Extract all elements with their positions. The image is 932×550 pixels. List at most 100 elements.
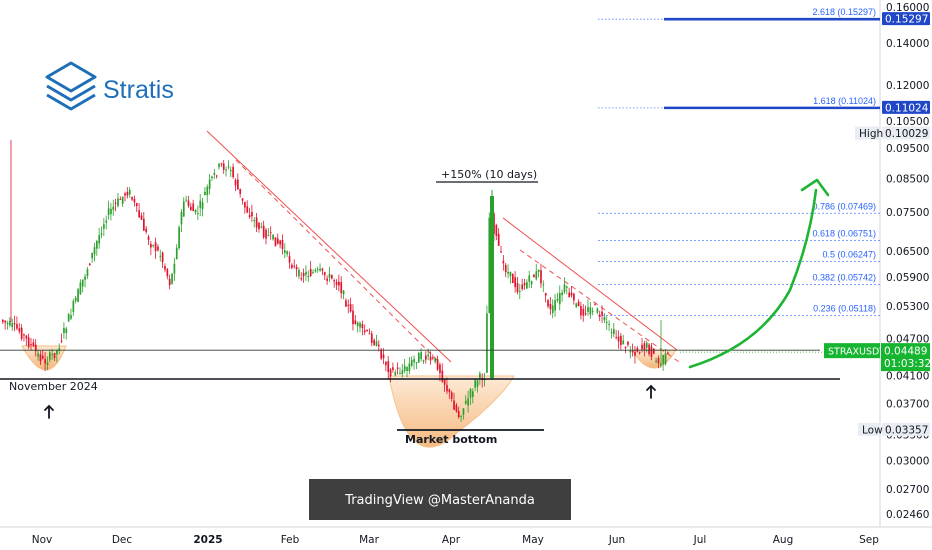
candle-body: [638, 352, 641, 354]
candle: [347, 299, 350, 314]
candle: [18, 322, 21, 334]
candle-body: [201, 202, 204, 210]
candle-body: [629, 350, 632, 353]
candle: [110, 202, 112, 221]
candle: [84, 273, 86, 288]
candle-body: [248, 215, 251, 217]
candle-body: [41, 355, 44, 359]
target-badge: 0.15297: [882, 12, 930, 26]
y-tick-label: 0.03700: [886, 398, 929, 410]
candle: [448, 388, 451, 400]
candle: [246, 200, 249, 214]
candle: [51, 348, 54, 361]
candle: [30, 338, 32, 351]
candle-body: [190, 206, 192, 211]
candle-body: [133, 198, 136, 203]
candle: [617, 330, 620, 349]
candle-body: [168, 278, 171, 286]
candle: [319, 263, 321, 272]
candle-body: [573, 293, 575, 301]
candle-body: [497, 233, 500, 246]
candle: [417, 351, 420, 363]
candle-body: [260, 226, 263, 228]
candle-body: [154, 242, 157, 252]
candle: [521, 278, 524, 291]
candle: [472, 388, 474, 404]
candle: [105, 215, 108, 230]
candle: [56, 349, 58, 363]
candle: [544, 292, 547, 303]
candle-body: [382, 354, 385, 359]
candle: [462, 408, 465, 420]
trendline-2-dashed: [519, 249, 683, 365]
candle: [248, 207, 251, 219]
candle: [6, 320, 9, 330]
low-badge-text: 0.03357: [885, 424, 928, 436]
candle-body: [323, 272, 326, 276]
candle: [244, 201, 246, 214]
candle: [408, 356, 411, 375]
candle-body: [542, 284, 545, 286]
candle-body: [577, 301, 580, 307]
candle-body: [312, 272, 314, 274]
candle-body: [105, 220, 108, 223]
candle: [561, 289, 563, 302]
candle: [443, 378, 446, 392]
candle-body: [460, 415, 462, 417]
candle-body: [157, 246, 159, 251]
candle-body: [349, 304, 352, 312]
candle: [436, 355, 439, 371]
candle-body: [380, 349, 383, 359]
candle-body: [495, 225, 498, 237]
candle: [208, 174, 211, 195]
candle: [269, 226, 272, 240]
candle-body: [199, 200, 202, 209]
candle: [488, 212, 491, 314]
candle-body: [457, 410, 460, 418]
candle: [563, 277, 566, 294]
countdown: 01:03:32: [884, 358, 931, 370]
candle-body: [417, 352, 420, 363]
candle: [439, 362, 441, 382]
candle: [70, 308, 72, 320]
candle-body: [413, 359, 415, 363]
candle-body: [598, 314, 601, 317]
candle-body: [453, 400, 455, 410]
candle-body: [309, 268, 312, 277]
candle: [237, 173, 239, 190]
candle: [497, 228, 500, 246]
low-label-bg: [858, 422, 881, 436]
candle-body: [399, 372, 401, 374]
candle: [321, 267, 324, 276]
fib-level-label: 0.382 (0.05742): [812, 272, 876, 282]
candle: [401, 363, 404, 378]
candle-body: [11, 323, 14, 327]
candle-body: [182, 201, 185, 217]
candle-body: [580, 306, 582, 316]
candle-body: [544, 292, 547, 296]
candle: [119, 196, 122, 200]
candle: [596, 307, 599, 315]
candle: [422, 359, 425, 364]
candle: [164, 263, 166, 273]
candle-body: [474, 380, 477, 388]
candle-body: [406, 367, 408, 371]
candle: [396, 362, 399, 375]
candle: [366, 329, 368, 332]
candle-body: [467, 398, 469, 406]
y-axis: 0.16000 0.14000 0.12000 0.10500 0.09500 0.085…: [824, 2, 931, 521]
y-tick-label: 0.04100: [886, 371, 929, 383]
candle: [16, 316, 18, 331]
candle-body: [180, 211, 183, 225]
candle: [425, 351, 427, 364]
annotation-market-bottom: Market bottom: [405, 433, 497, 446]
candle-body: [77, 289, 79, 303]
candle: [349, 297, 352, 313]
candle-body: [584, 313, 587, 315]
candle-body: [23, 334, 25, 336]
candle: [500, 245, 502, 254]
candle-body: [434, 358, 437, 362]
candle: [634, 345, 636, 364]
candle: [77, 287, 79, 303]
